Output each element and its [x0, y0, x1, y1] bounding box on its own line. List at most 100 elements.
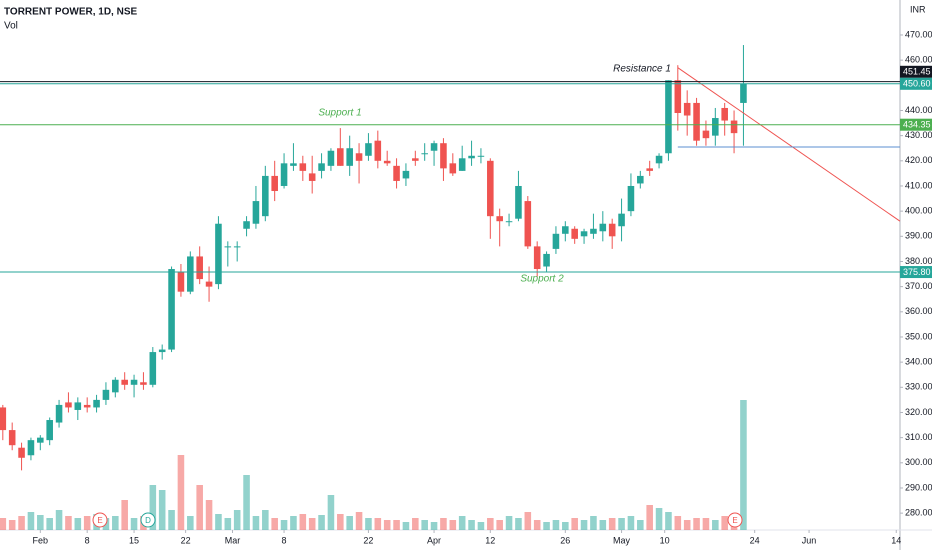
- volume-bar: [440, 518, 447, 530]
- volume-bar: [740, 400, 747, 530]
- volume-bar: [337, 514, 344, 530]
- candle-body: [299, 163, 307, 171]
- volume-bar: [562, 522, 569, 530]
- candle-body: [683, 102, 691, 116]
- volume-bar: [308, 518, 316, 530]
- volume-bar: [74, 518, 82, 530]
- x-tick-label: 26: [560, 535, 570, 545]
- y-tick-label: 360.00: [905, 306, 932, 316]
- annotation: Support 1: [318, 108, 361, 119]
- candle-body: [318, 163, 325, 171]
- y-tick-label: 470.00: [905, 29, 932, 39]
- candle-body: [374, 140, 382, 161]
- volume-bar: [693, 518, 700, 530]
- volume-bar: [580, 520, 588, 530]
- candle-body: [524, 201, 532, 247]
- level-label-box: [900, 118, 932, 131]
- volume-bar: [637, 520, 644, 530]
- marks: [0, 45, 901, 530]
- volume-bar: [121, 500, 128, 530]
- volume-bar: [533, 520, 541, 530]
- candle-body: [252, 201, 260, 224]
- volume-bar: [177, 455, 185, 530]
- volume-bar: [524, 512, 532, 530]
- volume-bar: [618, 518, 625, 530]
- volume-bar: [0, 518, 7, 530]
- volume-bar: [355, 512, 363, 530]
- y-tick-label: 390.00: [905, 231, 932, 241]
- volume-bar: [215, 514, 222, 530]
- event-circle[interactable]: [140, 512, 156, 528]
- candle-body: [55, 404, 63, 423]
- candle-body: [0, 407, 7, 431]
- volume-bar: [233, 510, 241, 530]
- volume-bar: [374, 518, 382, 530]
- y-tick-label: 420.00: [905, 155, 932, 165]
- x-tick-label: 22: [363, 535, 373, 545]
- volume-bar: [252, 516, 260, 530]
- x-tick-label: 8: [85, 535, 90, 545]
- currency: INR: [910, 4, 926, 14]
- candle-body: [477, 155, 485, 157]
- candle-body: [637, 175, 644, 184]
- volume-bar: [646, 505, 653, 530]
- y-tick-label: 380.00: [905, 256, 932, 266]
- candle-body: [702, 130, 710, 139]
- volume-bar: [515, 518, 522, 530]
- event-marker[interactable]: D: [140, 512, 156, 528]
- candle-body: [505, 221, 513, 223]
- candle-body: [187, 256, 194, 292]
- volume-bar: [496, 520, 503, 530]
- candle-body: [440, 143, 447, 169]
- candle-body: [590, 228, 597, 234]
- volume-bar: [608, 518, 616, 530]
- level-label: 434.35: [903, 120, 931, 130]
- event-marker[interactable]: E: [727, 512, 743, 528]
- candle-body: [496, 216, 503, 222]
- candle-body: [543, 253, 550, 267]
- candle-body: [458, 158, 466, 171]
- candle-body: [430, 143, 438, 151]
- volume-bar: [505, 516, 513, 530]
- volume-bar: [721, 516, 728, 530]
- candle-body: [346, 148, 353, 166]
- volume-bar: [318, 515, 325, 530]
- volume-bar: [168, 510, 175, 530]
- volume-bar: [83, 516, 91, 530]
- x-tick-label: Apr: [427, 535, 441, 545]
- volume-bar: [674, 516, 682, 530]
- candle-body: [308, 173, 316, 181]
- candle-body: [580, 231, 588, 237]
- volume-bar: [346, 516, 353, 530]
- x-tick-label: 10: [660, 535, 670, 545]
- candle-body: [224, 246, 232, 248]
- volume-bar: [627, 516, 635, 530]
- volume-bar: [383, 520, 391, 530]
- volume-label: Vol: [4, 21, 18, 32]
- candle-body: [730, 120, 738, 134]
- volume-bar: [712, 520, 719, 530]
- volume-bar: [130, 518, 138, 530]
- volume-bar: [280, 520, 288, 530]
- candle-body: [290, 163, 297, 166]
- candle-body: [271, 175, 278, 192]
- event-marker[interactable]: E: [92, 512, 108, 528]
- event-circle[interactable]: [92, 512, 108, 528]
- event-label[interactable]: E: [97, 516, 102, 525]
- volume-bar: [290, 516, 297, 530]
- candle-body: [18, 447, 25, 458]
- candle-body: [608, 223, 616, 237]
- volume-bar: [112, 516, 119, 530]
- y-tick-label: 280.00: [905, 508, 932, 518]
- event-label[interactable]: D: [145, 516, 151, 525]
- event-circle[interactable]: [727, 512, 743, 528]
- x-tick-label: Mar: [225, 535, 241, 545]
- candle-body: [693, 102, 700, 141]
- volume-bar: [224, 518, 232, 530]
- volume-bar: [243, 475, 250, 530]
- annotation: Resistance 1: [613, 64, 671, 75]
- event-label[interactable]: E: [732, 516, 737, 525]
- candle-body: [74, 402, 82, 410]
- candle-body: [327, 150, 335, 166]
